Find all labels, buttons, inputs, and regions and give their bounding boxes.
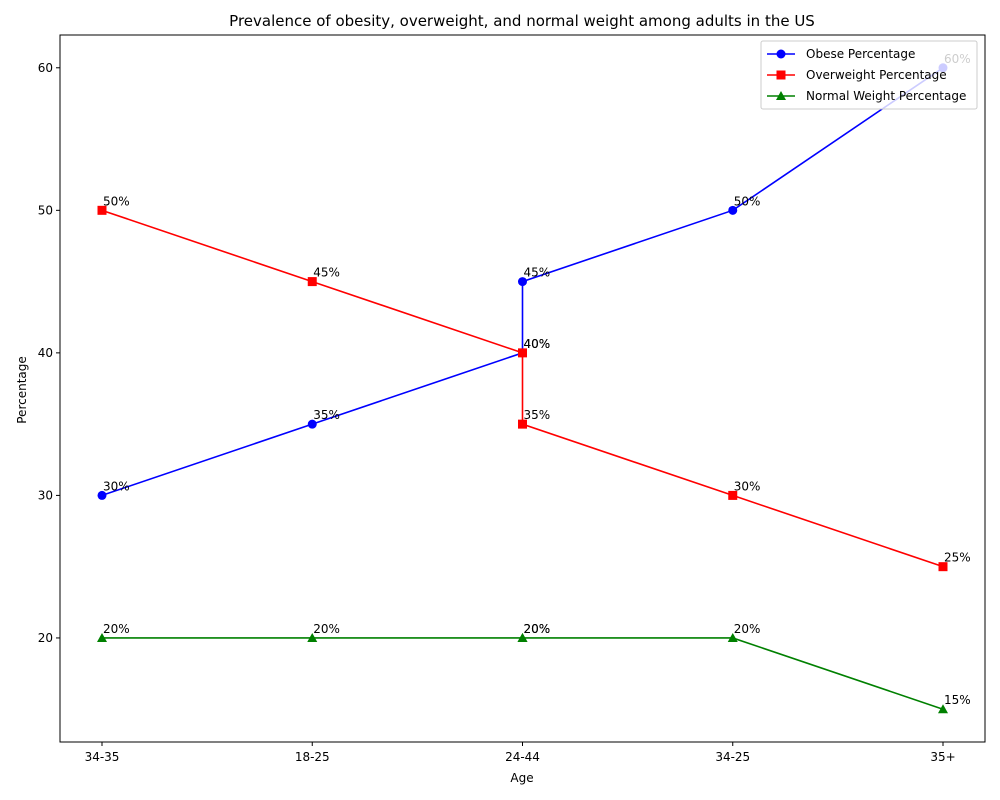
series-layer: 30%35%40%45%50%60%50%45%40%35%30%25%20%2… (97, 52, 971, 714)
data-label: 35% (524, 408, 551, 422)
legend-entry: Obese Percentage (767, 47, 915, 61)
data-label: 50% (103, 194, 130, 208)
legend-frame (760, 40, 978, 110)
x-tick-label: 18-25 (295, 750, 330, 764)
data-point (518, 419, 527, 429)
legend-entry: Normal Weight Percentage (767, 89, 966, 103)
data-point (728, 490, 738, 500)
series-overweight-percentage: 50% 45% 40% 35% 30% 25% (97, 194, 971, 572)
y-tick-label: 40 (38, 346, 53, 360)
data-label: 20% (524, 622, 551, 636)
legend-label: Obese Percentage (806, 47, 915, 61)
legend-label: Normal Weight Percentage (806, 89, 966, 103)
legend-swatch-marker (776, 70, 786, 80)
series-line (101, 67, 944, 497)
legend-swatch-marker (776, 91, 786, 100)
data-point (938, 562, 948, 572)
x-tick-label: 34-25 (715, 750, 750, 764)
data-label: 35% (313, 408, 340, 422)
x-tick-label: 35+ (930, 750, 955, 764)
y-tick-label: 20 (38, 631, 53, 645)
data-point (518, 348, 527, 358)
series-normal-weight-percentage: 20% 20% 20%20% 20%15% (97, 622, 971, 714)
x-axis: 34-35 18-25 24-44 34-25 35+ (85, 742, 956, 764)
series-line (101, 209, 944, 568)
data-point (307, 632, 318, 642)
data-point (518, 277, 527, 287)
data-label: 20% (734, 622, 761, 636)
chart-title: Prevalence of obesity, overweight, and n… (229, 12, 815, 30)
data-point (728, 205, 738, 215)
legend-label: Overweight Percentage (806, 68, 947, 82)
data-point (517, 632, 528, 642)
data-label: 25% (944, 551, 971, 565)
data-label: 30% (103, 479, 130, 493)
data-label: 40% (524, 337, 551, 351)
data-point (97, 632, 107, 642)
data-point (97, 490, 107, 500)
data-label: 20% (524, 622, 551, 636)
data-label: 15% (944, 693, 971, 707)
data-label: 50% (734, 194, 761, 208)
legend-swatch-marker (776, 49, 786, 59)
y-tick-label: 60 (38, 61, 53, 75)
y-tick-label: 50 (38, 203, 53, 217)
data-label: 45% (524, 266, 551, 280)
data-label: 40% (524, 337, 551, 351)
data-label: 20% (313, 622, 340, 636)
y-tick-label: 30 (38, 488, 53, 502)
x-tick-label: 34-35 (85, 750, 120, 764)
data-label: 45% (313, 266, 340, 280)
series-line (102, 637, 944, 710)
data-point (938, 704, 948, 714)
y-axis-label: Percentage (15, 356, 29, 424)
data-label: 30% (734, 479, 761, 493)
x-tick-label: 24-44 (505, 750, 540, 764)
y-axis: 20 30 40 50 60 (38, 61, 60, 645)
data-point (307, 277, 317, 287)
legend-entry: Overweight Percentage (767, 68, 947, 82)
legend: Obese Percentage Overweight Percentage Nor… (760, 40, 978, 110)
series-obese-percentage: 30%35%40%45%50%60% (97, 52, 971, 500)
x-axis-label: Age (510, 771, 533, 785)
data-point (307, 419, 317, 429)
data-label: 20% (103, 622, 130, 636)
data-point (727, 632, 738, 642)
data-point (97, 205, 107, 215)
